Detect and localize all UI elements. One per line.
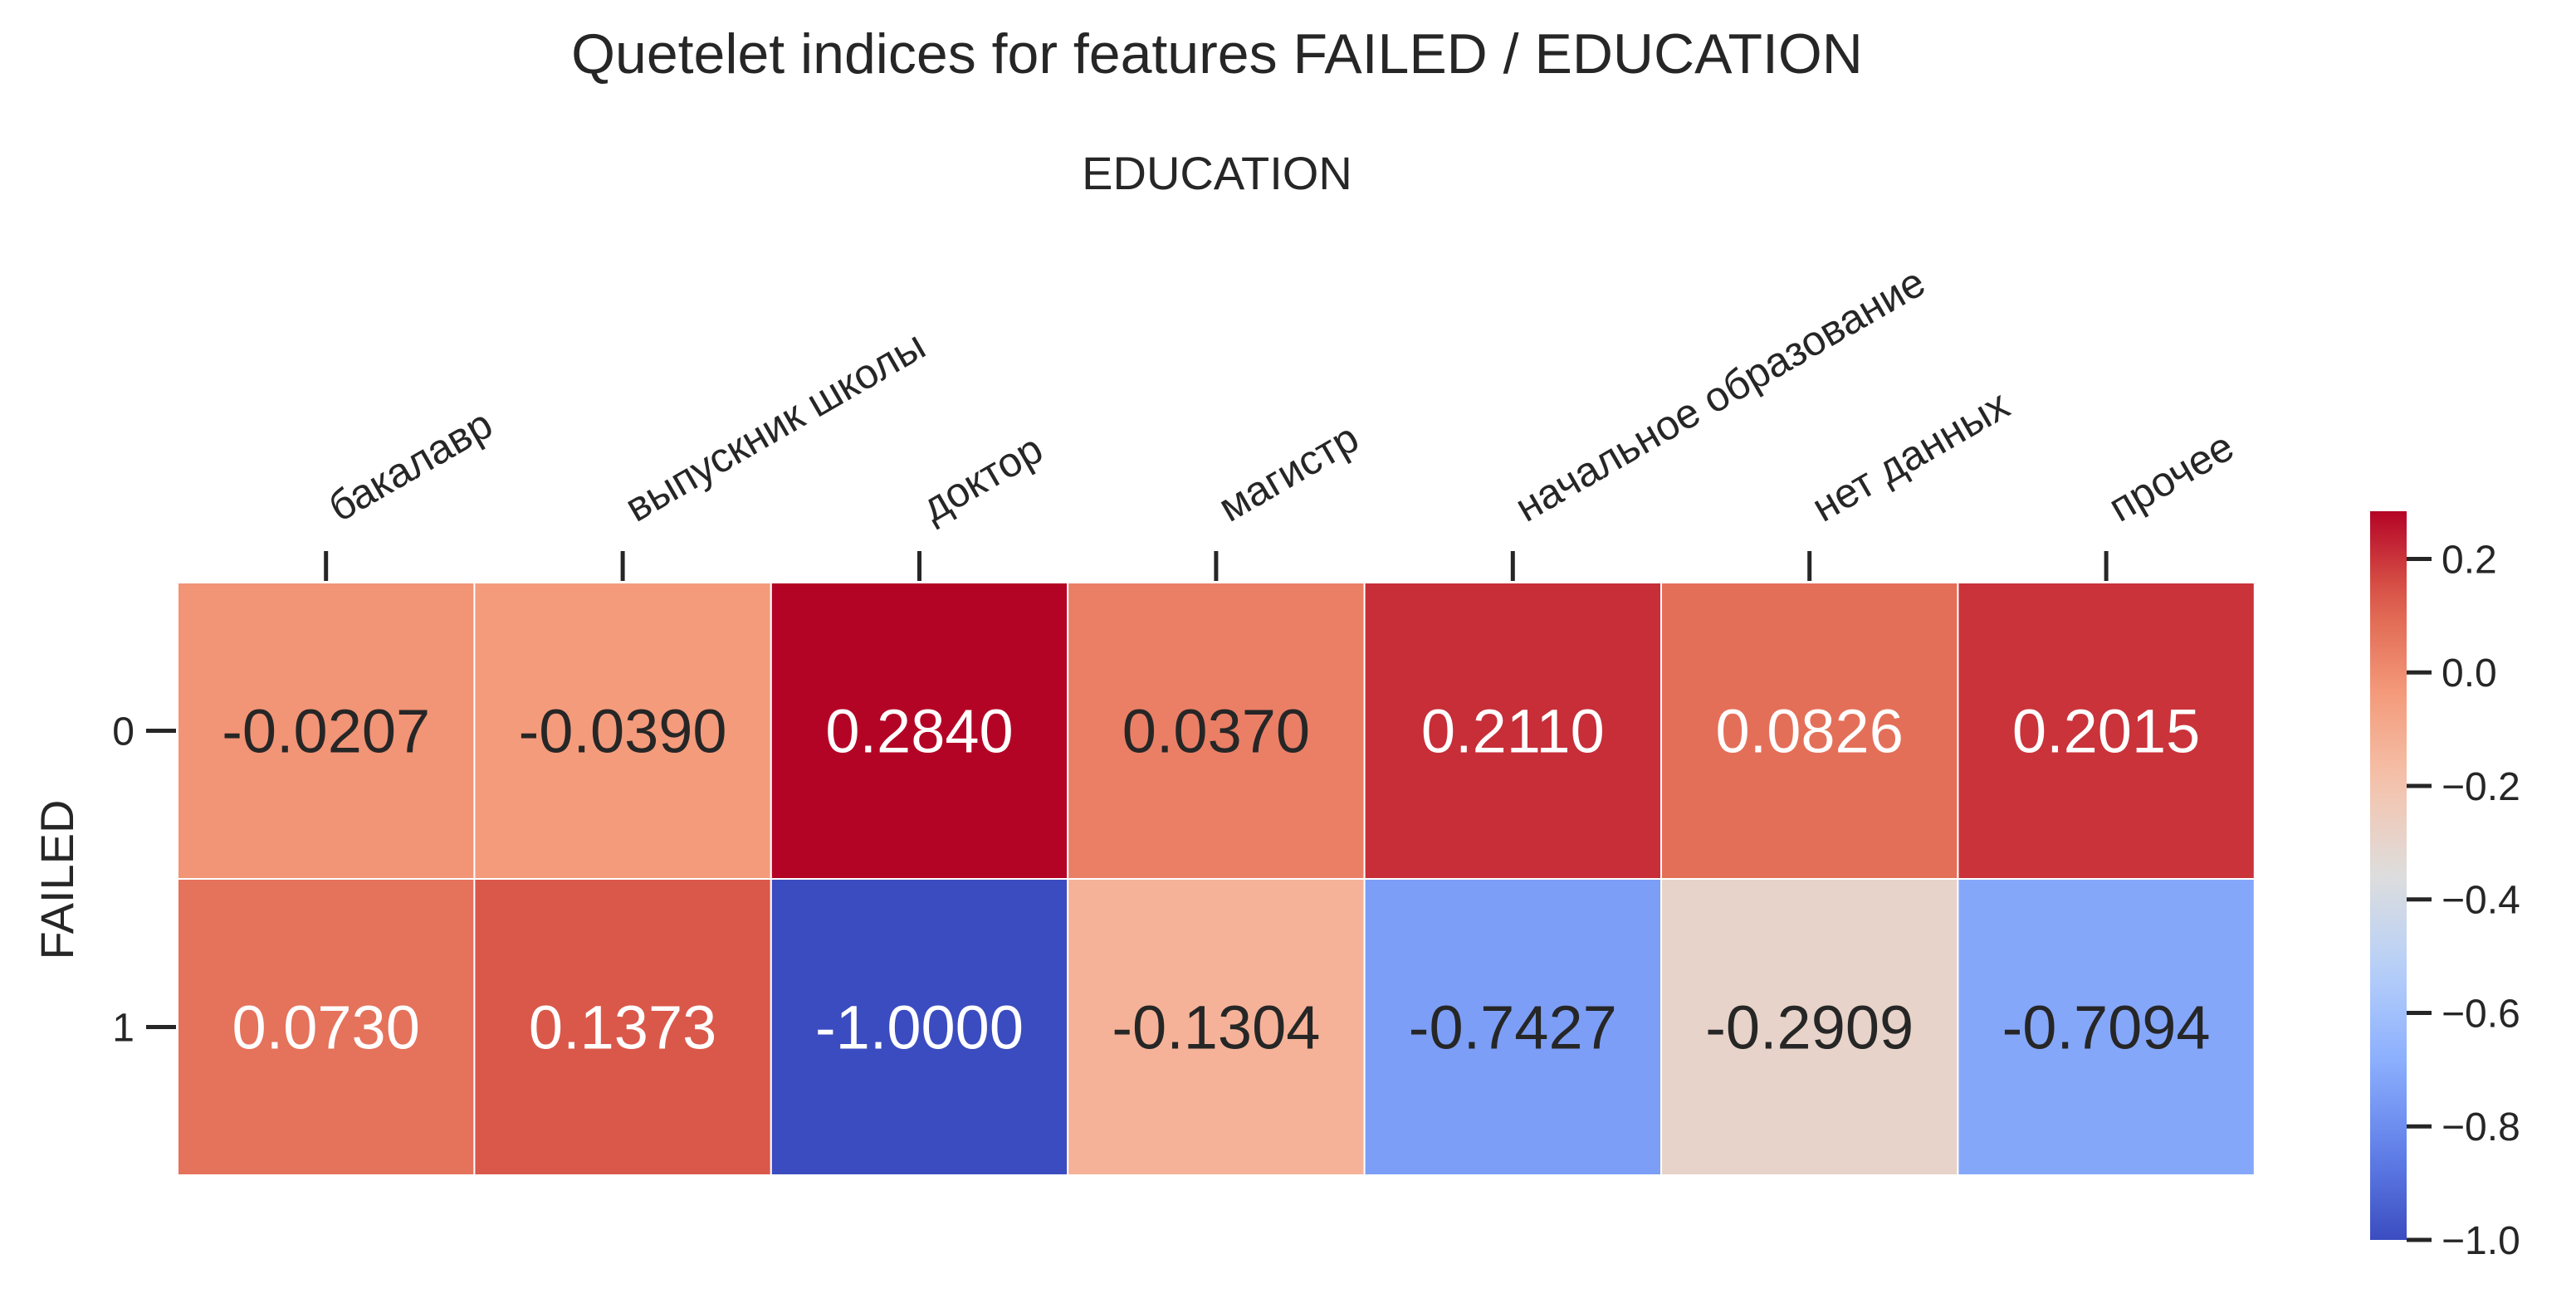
heatmap-cell xyxy=(1660,582,1959,880)
colorbar-tick-label: −0.4 xyxy=(2442,879,2520,923)
x-tick-label: бакалавр xyxy=(320,400,500,530)
heatmap-cell xyxy=(1957,582,2256,880)
cell-value-label: 0.2840 xyxy=(825,697,1013,766)
heatmap-cell xyxy=(1957,878,2256,1176)
cell-value-label: 0.2110 xyxy=(1421,697,1605,766)
x-axis-label: EDUCATION xyxy=(1082,147,1352,199)
colorbar: 0.2 0.0 −0.2 −0.4 −0.6 −0.8 −1.0 xyxy=(2370,511,2520,1263)
cell-value-label: 0.0730 xyxy=(232,993,420,1062)
x-tick-label: доктор xyxy=(914,425,1050,530)
colorbar-tick-label: −0.6 xyxy=(2442,992,2520,1036)
colorbar-gradient xyxy=(2370,511,2407,1240)
heatmap-cell xyxy=(1660,878,1959,1176)
heatmap-cell-labels: -0.0207 -0.0390 0.2840 0.0370 0.2110 0.0826 0.… xyxy=(222,697,2210,1062)
y-axis-label: FAILED xyxy=(31,800,83,960)
heatmap-cell xyxy=(1363,582,1662,880)
colorbar-tick-label: −1.0 xyxy=(2442,1219,2520,1263)
cell-value-label: -0.7427 xyxy=(1409,993,1617,1062)
heatmap-cell xyxy=(473,582,772,880)
cell-value-label: 0.0826 xyxy=(1716,697,1904,766)
y-tick-label: 1 xyxy=(112,1007,134,1051)
cell-value-label: -0.2909 xyxy=(1705,993,1914,1062)
colorbar-tick-label: 0.0 xyxy=(2442,651,2497,695)
colorbar-tick-label: −0.2 xyxy=(2442,765,2520,809)
heatmap-cell xyxy=(770,582,1069,880)
heatmap-cells xyxy=(177,582,2256,1176)
heatmap-cell xyxy=(1067,582,1366,880)
cell-value-label: -0.1304 xyxy=(1112,993,1320,1062)
chart-title: Quetelet indices for features FAILED / E… xyxy=(571,22,1863,85)
x-tick-label: прочее xyxy=(2101,422,2241,530)
heatmap-cell xyxy=(770,878,1069,1176)
y-axis-ticks: 01 xyxy=(112,710,176,1051)
heatmap-cell xyxy=(177,878,476,1176)
heatmap-cell xyxy=(1363,878,1662,1176)
cell-value-label: 0.0370 xyxy=(1122,697,1310,766)
heatmap-cell xyxy=(473,878,772,1176)
heatmap-cell xyxy=(177,582,476,880)
cell-value-label: 0.1373 xyxy=(529,993,716,1062)
colorbar-tick-label: 0.2 xyxy=(2442,538,2497,582)
cell-value-label: -1.0000 xyxy=(815,993,1024,1062)
x-tick-label: магистр xyxy=(1210,414,1366,531)
cell-value-label: -0.7094 xyxy=(2002,993,2211,1062)
colorbar-tick-label: −0.8 xyxy=(2442,1105,2520,1149)
x-tick-label: нет данных xyxy=(1804,381,2016,530)
cell-value-label: -0.0207 xyxy=(222,697,430,766)
cell-value-label: -0.0390 xyxy=(519,697,727,766)
x-tick-label: выпускник школы xyxy=(618,322,933,531)
cell-value-label: 0.2015 xyxy=(2012,697,2200,766)
y-tick-label: 0 xyxy=(112,710,134,754)
